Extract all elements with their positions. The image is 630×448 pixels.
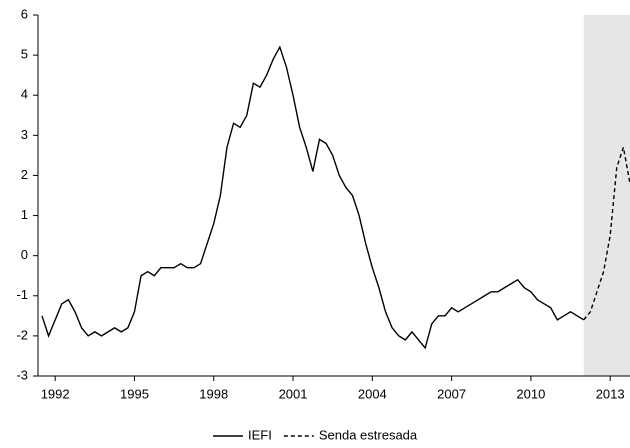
- series-line: [41, 45, 585, 350]
- y-tick-label: 4: [21, 87, 28, 102]
- x-tick-label: 2004: [358, 386, 387, 401]
- series-line: [583, 147, 630, 321]
- y-tick-label: 5: [21, 47, 28, 62]
- legend-label: IEFI: [248, 427, 272, 442]
- y-tick-label: -1: [16, 287, 28, 302]
- x-tick-label: 2007: [437, 386, 466, 401]
- y-tick-label: 0: [21, 247, 28, 262]
- x-tick-label: 2013: [596, 386, 625, 401]
- y-tick-label: 2: [21, 167, 28, 182]
- legend-label: Senda estresada: [319, 427, 418, 442]
- y-tick-label: 3: [21, 127, 28, 142]
- x-tick-label: 1992: [41, 386, 70, 401]
- y-tick-label: 6: [21, 6, 28, 21]
- x-tick-label: 1998: [199, 386, 228, 401]
- x-tick-label: 2001: [279, 386, 308, 401]
- y-tick-label: 1: [21, 207, 28, 222]
- y-tick-label: -2: [16, 327, 28, 342]
- x-tick-label: 2010: [516, 386, 545, 401]
- x-tick-label: 1995: [120, 386, 149, 401]
- y-tick-label: -3: [16, 367, 28, 382]
- shaded-region: [583, 15, 630, 376]
